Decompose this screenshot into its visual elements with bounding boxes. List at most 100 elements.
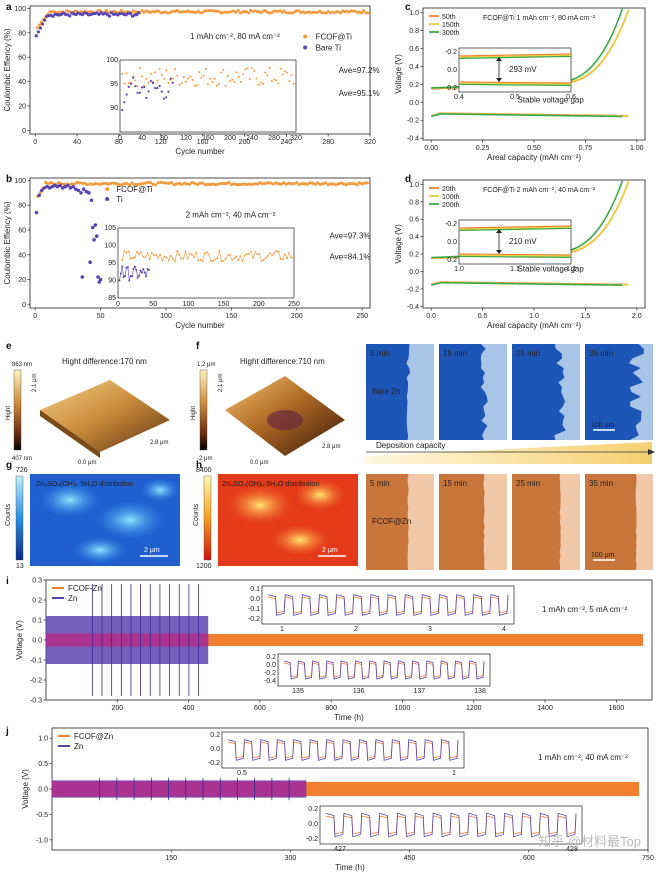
panel-label-i: i — [6, 576, 9, 587]
data-point-fcof — [313, 182, 317, 186]
y-tick-label: -0.5 — [36, 812, 48, 819]
inset-point-fcof — [205, 251, 208, 254]
x-tick-label: 50 — [97, 313, 105, 320]
inset-y-tick-label: 100 — [104, 243, 116, 250]
panel-label-d: d — [405, 174, 411, 185]
inset-point-fcof — [292, 82, 295, 85]
inset-x-tick-label: 50 — [149, 301, 157, 308]
inset-y-tick-label: -0.4 — [264, 678, 276, 685]
map-h-cbar-label: Counts — [193, 503, 200, 526]
inset-point-ti — [138, 274, 141, 277]
panel-label-g: g — [6, 460, 12, 471]
data-point-fcof — [271, 182, 275, 186]
data-point-fcof — [172, 183, 176, 187]
legend-label-20th: 20th — [442, 186, 456, 193]
data-point-fcof — [240, 182, 244, 187]
map-h-cbar-bottom: 1200 — [196, 563, 212, 570]
legend-label-fcof: FCOF@Ti — [316, 32, 352, 41]
inset-point-fcof — [141, 75, 143, 78]
inset-y-tick-label: 0.2 — [210, 732, 220, 739]
inset-point-fcof — [136, 84, 139, 87]
inset-point-ti — [143, 271, 146, 274]
y-tick-label: 20 — [18, 103, 26, 110]
y-tick-label: 0.0 — [409, 269, 419, 276]
legend-label-50th: 50th — [442, 14, 456, 21]
electrolyte-region — [635, 474, 653, 570]
legend-label-fcof: FCOF@Ti — [116, 185, 152, 194]
inset-point-fcof — [269, 252, 271, 255]
afm-e-x: 2.8 μm — [150, 440, 168, 446]
inset-point-bare-ti — [147, 90, 150, 93]
data-point-fcof — [195, 182, 199, 187]
y-tick-label: 0.2 — [32, 598, 42, 605]
inset-point-fcof — [178, 253, 181, 256]
legend-label-bare-ti: Bare Ti — [316, 43, 342, 52]
x-tick-label: 0.75 — [579, 145, 593, 152]
data-point-fcof — [289, 182, 294, 186]
y-tick-label: 40 — [18, 79, 26, 86]
electrolyte-region — [483, 474, 507, 570]
chart-title: 1 mAh cm⁻², 40 mA cm⁻² — [538, 753, 628, 762]
inset-point-fcof — [123, 82, 126, 85]
data-point-fcof — [35, 26, 39, 30]
y-tick-label: 80 — [18, 203, 26, 210]
data-point-fcof — [177, 181, 181, 185]
inset-point-fcof — [193, 84, 196, 87]
data-point-fcof — [78, 181, 82, 185]
inset-x-tick-label: 240 — [246, 135, 258, 142]
inset-point-fcof — [220, 71, 223, 74]
inset-point-fcof — [161, 259, 164, 262]
inset-top-20th — [458, 225, 572, 229]
data-point-fcof — [70, 182, 74, 186]
inset-point-fcof — [275, 250, 278, 252]
y-tick-label: 0 — [22, 128, 26, 135]
inset-point-fcof — [288, 251, 290, 254]
afm-f-cbar-bottom: -2 μm — [197, 456, 212, 462]
inset-point-fcof — [201, 260, 204, 263]
inset-point-fcof — [121, 259, 124, 262]
inset-bottom-20th — [458, 253, 572, 256]
afm-e-z: 2.1 μm — [32, 374, 38, 392]
y-tick-label: 0.2 — [409, 82, 419, 89]
data-point-fcof — [324, 11, 328, 15]
data-point-fcof — [326, 9, 330, 13]
inset-point-fcof — [237, 259, 240, 262]
afm-e-colorbar — [13, 369, 22, 451]
inset-point-fcof — [171, 77, 174, 80]
inset-point-fcof — [196, 84, 198, 87]
inset-x-tick-label: 2 — [354, 626, 358, 633]
ave-fcof: Ave=97.3% — [329, 232, 370, 241]
gap-arrowhead-up — [496, 57, 502, 61]
data-point-fcof — [337, 182, 341, 186]
data-point-fcof — [75, 180, 79, 184]
inset-point-fcof — [127, 250, 130, 253]
data-point-fcof — [303, 182, 307, 186]
panel-label-h: h — [196, 460, 202, 471]
data-point-fcof — [242, 182, 247, 186]
inset-point-bare-ti — [132, 76, 135, 79]
y-tick-label: 1.0 — [409, 182, 419, 189]
inset-point-fcof — [264, 71, 267, 74]
inset-point-fcof — [172, 257, 174, 260]
data-point-fcof — [148, 181, 152, 185]
data-point-fcof — [321, 182, 325, 186]
legend-marker-fcof — [303, 34, 308, 39]
x-tick-label: 1.5 — [581, 313, 591, 320]
x-axis-label: Cycle number — [175, 147, 225, 156]
data-point-fcof — [206, 182, 210, 186]
inset-y-tick-label: 0.2 — [447, 257, 457, 264]
map-g-colorbar — [15, 475, 24, 561]
x-tick-label: 280 — [322, 139, 334, 146]
data-point-fcof — [259, 11, 263, 15]
watermark: 知乎 @材料最Top — [538, 834, 641, 849]
annotation-stable-gap: Stable voltage gap — [518, 95, 585, 104]
deposition-wedge — [366, 442, 652, 464]
x-tick-label: 240 — [280, 139, 292, 146]
inset-x-tick-label: 3 — [428, 626, 432, 633]
inset-y-tick-label: 95 — [110, 81, 118, 88]
x-tick-label: 1.00 — [630, 145, 644, 152]
deposition-label: Deposition capacity — [376, 441, 445, 450]
inset-point-fcof — [277, 82, 280, 85]
inset-point-fcof — [277, 250, 280, 253]
map-g-blob — [94, 500, 166, 540]
